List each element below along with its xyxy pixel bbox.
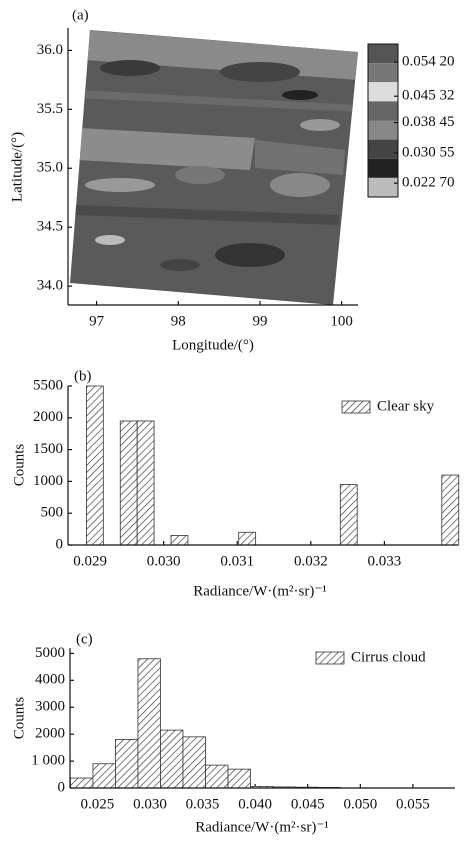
legend-swatch [315,651,345,665]
histogram-bar [137,658,161,789]
legend-label: Clear sky [377,398,435,414]
histogram-bar [160,729,184,789]
colorbar-swatch [368,177,398,197]
y-tick-label: 4000 [35,672,65,688]
histogram-bar [115,739,139,789]
y-axis-label: Latitude/(°) [9,132,25,202]
histogram-bar [182,736,206,789]
histogram-bar [85,385,104,546]
x-tick-label: 0.030 [147,553,181,569]
x-tick-label: 0.040 [238,796,272,812]
colorbar-swatch [368,120,398,140]
colorbar-tick-label: 0.038 45 [402,114,455,130]
x-tick-label: 0.025 [80,796,114,812]
x-tick-label: 0.045 [291,796,325,812]
x-tick-label: 100 [330,313,353,329]
x-axis-label: Radiance/W·(m²·sr)⁻¹ [193,583,327,599]
y-tick-label: 35.0 [37,160,63,176]
colorbar-swatch [368,158,398,178]
y-tick-label: 1000 [33,473,63,489]
x-tick-label: 0.033 [368,553,402,569]
y-tick-label: 1500 [33,441,63,457]
legend-label: Cirrus cloud [351,649,426,665]
x-axis-label: Longitude/(°) [172,337,254,353]
histogram-bar [170,535,189,546]
colorbar-tick-label: 0.030 55 [402,144,455,160]
x-tick-label: 0.030 [133,796,167,812]
x-tick-label: 0.032 [294,553,328,569]
colorbar-swatch [368,139,398,159]
x-tick-label: 0.031 [220,553,254,569]
y-tick-label: 5500 [33,377,63,393]
histogram-bar [339,484,358,546]
y-tick-label: 5000 [35,645,65,661]
y-tick-label: 500 [41,505,64,521]
histogram-bar [92,763,116,789]
legend-swatch [341,400,371,414]
y-tick-label: 3000 [35,699,65,715]
x-tick-label: 0.035 [186,796,220,812]
panel-label: (c) [76,631,93,647]
y-tick-label: 36.0 [37,42,63,58]
y-tick-label: 0 [58,779,66,795]
panel-label: (b) [74,368,92,384]
colorbar-tick-label: 0.045 32 [402,88,455,104]
colorbar-tick-label: 0.054 20 [402,54,455,70]
colorbar-tick-label: 0.022 70 [402,175,455,191]
histogram-bar [136,420,155,546]
y-axis-label: Counts [11,697,27,740]
colorbar-swatch [368,101,398,121]
histogram-bar [70,777,94,789]
y-tick-label: 2000 [35,726,65,742]
histogram-bar [227,768,251,789]
x-tick-label: 99 [252,313,267,329]
colorbar-swatch [368,82,398,102]
y-tick-label: 0 [56,536,64,552]
x-tick-label: 98 [171,313,186,329]
y-tick-label: 2000 [33,409,63,425]
x-tick-label: 0.050 [343,796,377,812]
histogram-bar [238,531,257,546]
y-tick-label: 35.5 [37,101,63,117]
map-raster [70,30,358,305]
x-tick-label: 0.055 [396,796,430,812]
y-tick-label: 34.5 [37,219,63,235]
colorbar-swatch [368,63,398,83]
panel-label: (a) [72,7,89,23]
x-tick-label: 97 [89,313,105,329]
y-axis-label: Counts [11,444,27,487]
histogram-bar [205,764,229,789]
x-tick-label: 0.029 [73,553,107,569]
colorbar-frame [367,43,399,198]
colorbar-swatch [368,44,398,64]
y-tick-label: 34.0 [37,278,63,294]
histogram-bar [119,420,138,546]
x-axis-label: Radiance/W·(m²·sr)⁻¹ [195,819,329,835]
histogram-bar [441,474,460,546]
y-tick-label: 1 000 [31,753,65,769]
